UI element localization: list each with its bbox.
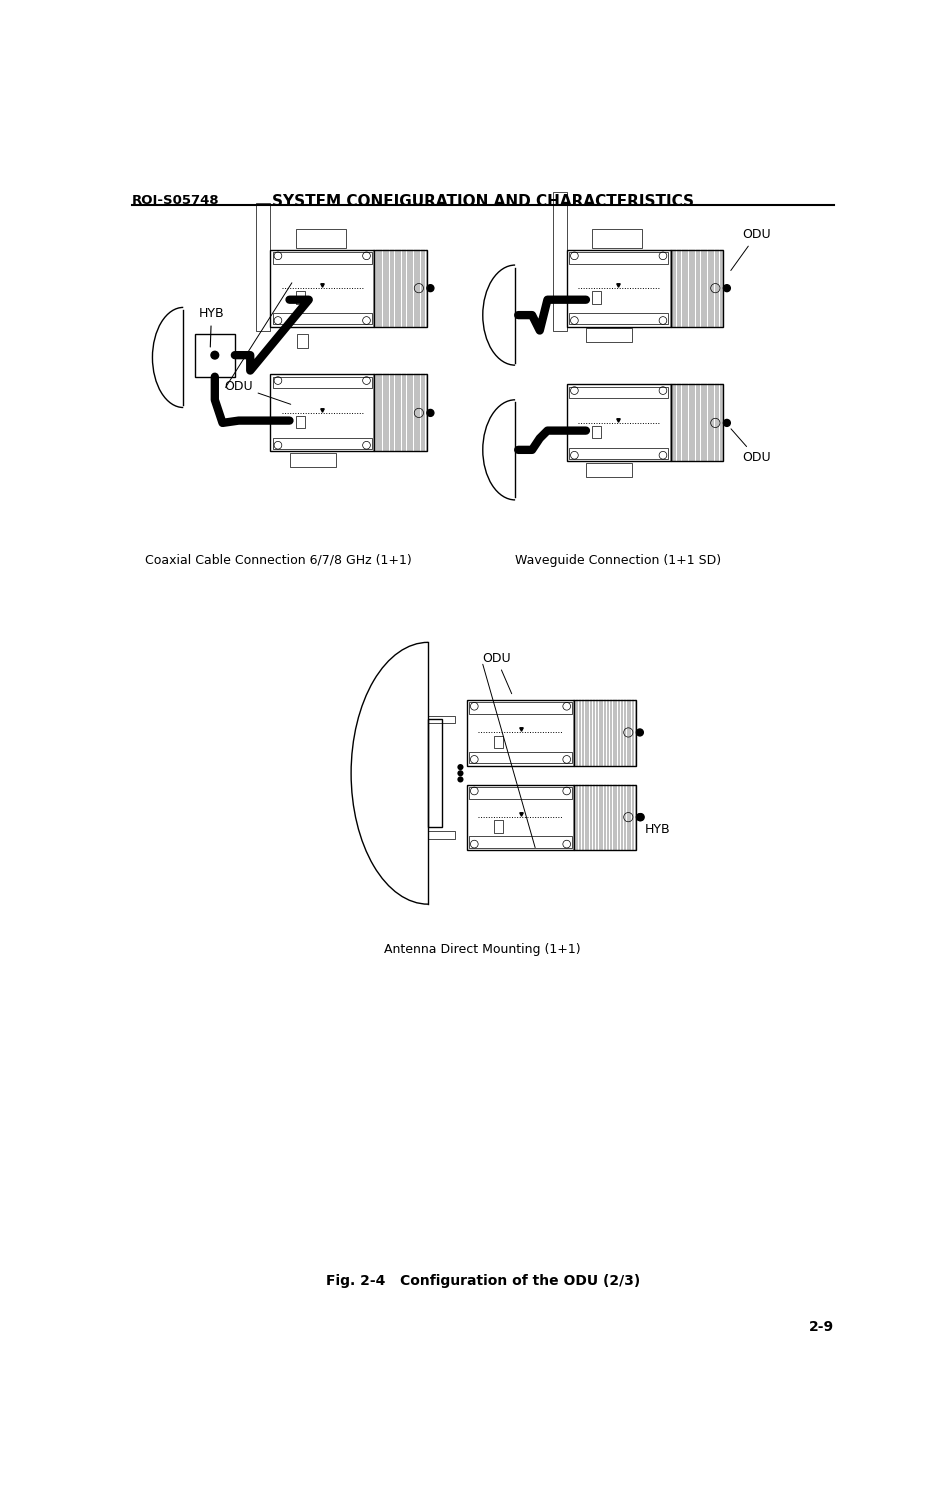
Circle shape xyxy=(637,729,643,736)
Circle shape xyxy=(427,284,434,292)
Circle shape xyxy=(458,777,463,783)
Bar xyxy=(428,715,455,723)
Circle shape xyxy=(211,352,219,359)
Bar xyxy=(374,249,427,326)
Bar xyxy=(494,735,503,748)
Bar xyxy=(593,292,601,304)
Bar xyxy=(567,249,671,326)
Bar xyxy=(466,785,575,851)
Bar xyxy=(575,700,636,765)
Bar xyxy=(569,448,668,458)
Bar xyxy=(671,385,723,461)
Bar xyxy=(272,437,372,449)
Circle shape xyxy=(723,284,730,292)
Bar xyxy=(298,334,308,349)
Bar xyxy=(575,785,636,851)
Bar xyxy=(296,292,305,304)
Text: ROI-S05748: ROI-S05748 xyxy=(132,194,219,207)
Bar xyxy=(270,249,374,326)
Bar xyxy=(289,452,335,467)
Circle shape xyxy=(458,764,463,770)
Bar xyxy=(296,416,305,428)
Text: ODU: ODU xyxy=(731,228,771,271)
Bar xyxy=(272,253,372,263)
Bar xyxy=(569,313,668,325)
Bar xyxy=(569,386,668,398)
Bar xyxy=(428,831,455,839)
Bar xyxy=(195,334,235,377)
Bar xyxy=(296,228,346,248)
Bar xyxy=(553,192,567,331)
Text: Waveguide Connection (1+1 SD): Waveguide Connection (1+1 SD) xyxy=(515,553,722,567)
Text: ODU: ODU xyxy=(224,380,291,404)
Bar xyxy=(469,788,572,798)
Text: 2-9: 2-9 xyxy=(809,1320,834,1335)
Bar xyxy=(469,752,572,764)
Bar xyxy=(469,836,572,848)
Bar xyxy=(374,374,427,451)
Bar xyxy=(466,700,575,765)
Bar xyxy=(586,328,632,343)
Text: Antenna Direct Mounting (1+1): Antenna Direct Mounting (1+1) xyxy=(384,942,581,956)
Bar xyxy=(272,377,372,388)
Text: HYB: HYB xyxy=(645,822,671,836)
Circle shape xyxy=(427,409,434,416)
Bar xyxy=(567,385,671,461)
Circle shape xyxy=(637,813,643,821)
Bar xyxy=(469,702,572,714)
Bar xyxy=(586,463,632,476)
Bar xyxy=(593,425,601,439)
Circle shape xyxy=(458,770,463,777)
Text: HYB: HYB xyxy=(199,308,224,347)
Bar xyxy=(256,203,270,331)
Bar xyxy=(569,253,668,263)
Text: Coaxial Cable Connection 6/7/8 GHz (1+1): Coaxial Cable Connection 6/7/8 GHz (1+1) xyxy=(145,553,412,567)
Bar xyxy=(671,249,723,326)
Circle shape xyxy=(637,813,645,821)
Bar xyxy=(593,228,642,248)
Bar xyxy=(494,821,503,833)
Text: SYSTEM CONFIGURATION AND CHARACTERISTICS: SYSTEM CONFIGURATION AND CHARACTERISTICS xyxy=(272,194,693,209)
Bar xyxy=(270,374,374,451)
Bar xyxy=(428,720,442,827)
Text: ODU: ODU xyxy=(482,652,512,694)
Text: Fig. 2-4   Configuration of the ODU (2/3): Fig. 2-4 Configuration of the ODU (2/3) xyxy=(326,1273,640,1288)
Circle shape xyxy=(723,419,730,427)
Text: ODU: ODU xyxy=(731,428,771,464)
Bar xyxy=(272,313,372,325)
